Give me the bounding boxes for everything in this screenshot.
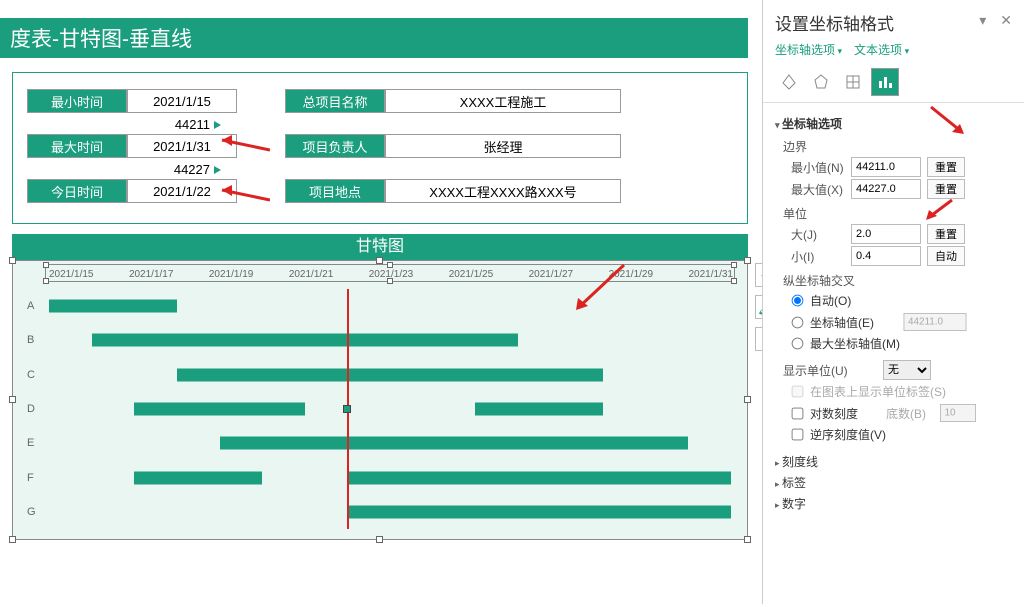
max-radio-label: 最大坐标轴值(M): [810, 335, 900, 352]
show-label-check: [792, 386, 804, 398]
cross-value-input: [904, 313, 967, 331]
log-base-label: 底数(B): [886, 405, 926, 422]
max-time-value[interactable]: 2021/1/31: [127, 134, 237, 158]
min-serial: 44211: [27, 117, 237, 132]
value-radio[interactable]: [792, 316, 804, 328]
proj-name-value[interactable]: XXXX工程施工: [385, 89, 621, 113]
reverse-check-label: 逆序刻度值(V): [810, 426, 886, 443]
major-unit-input[interactable]: [851, 224, 921, 244]
max-time-label: 最大时间: [27, 134, 127, 158]
disp-unit-label: 显示单位(U): [783, 362, 883, 379]
size-icon[interactable]: [839, 68, 867, 96]
fill-icon[interactable]: [775, 68, 803, 96]
axis-options-icon[interactable]: [871, 68, 899, 96]
max-label: 最大值(X): [791, 181, 851, 198]
log-check-label: 对数刻度: [810, 405, 858, 422]
section-labels[interactable]: 标签: [775, 474, 1012, 491]
max-radio[interactable]: [792, 338, 804, 350]
log-base-input: [940, 404, 976, 422]
chart-selection-border: [12, 260, 748, 540]
pane-dropdown-icon[interactable]: ▾: [979, 12, 986, 28]
units-label: 单位: [783, 205, 1012, 222]
annotation-triangle-icon: [214, 166, 221, 174]
auto-minor-button[interactable]: 自动: [927, 246, 965, 266]
reset-major-button[interactable]: 重置: [927, 224, 965, 244]
axis-min-input[interactable]: [851, 157, 921, 177]
leader-label: 项目负责人: [285, 134, 385, 158]
today-value[interactable]: 2021/1/22: [127, 179, 237, 203]
annotation-triangle-icon: [214, 121, 221, 129]
info-panel: 最小时间 2021/1/15 总项目名称 XXXX工程施工 44211 最大时间…: [12, 72, 748, 224]
show-label-check-label: 在图表上显示单位标签(S): [810, 383, 946, 400]
axis-max-input[interactable]: [851, 179, 921, 199]
auto-radio-label: 自动(O): [810, 292, 851, 309]
cross-label: 纵坐标轴交叉: [783, 272, 1012, 289]
section-axis-options[interactable]: 坐标轴选项: [775, 115, 1012, 132]
leader-value[interactable]: 张经理: [385, 134, 621, 158]
major-label: 大(J): [791, 226, 851, 243]
reset-max-button[interactable]: 重置: [927, 179, 965, 199]
min-time-label: 最小时间: [27, 89, 127, 113]
min-time-value[interactable]: 2021/1/15: [127, 89, 237, 113]
tab-text-options[interactable]: 文本选项: [854, 41, 909, 58]
pane-close-icon[interactable]: ✕: [1000, 12, 1012, 28]
format-axis-pane: 设置坐标轴格式 ▾✕ 坐标轴选项 文本选项 坐标轴选项 边界 最小值(N)重置 …: [762, 0, 1024, 604]
worksheet-title: 度表-甘特图-垂直线: [0, 18, 748, 58]
max-serial: 44227: [27, 162, 237, 177]
gantt-chart[interactable]: 2021/1/152021/1/172021/1/192021/1/212021…: [12, 260, 748, 540]
bounds-label: 边界: [783, 138, 1012, 155]
minor-unit-input[interactable]: [851, 246, 921, 266]
location-label: 项目地点: [285, 179, 385, 203]
minor-label: 小(I): [791, 248, 851, 265]
reverse-check[interactable]: [792, 429, 804, 441]
location-value[interactable]: XXXX工程XXXX路XXX号: [385, 179, 621, 203]
auto-radio[interactable]: [792, 295, 804, 307]
min-label: 最小值(N): [791, 159, 851, 176]
tab-axis-options[interactable]: 坐标轴选项: [775, 41, 842, 58]
pane-title: 设置坐标轴格式: [775, 10, 894, 35]
section-ticks[interactable]: 刻度线: [775, 453, 1012, 470]
proj-name-label: 总项目名称: [285, 89, 385, 113]
today-label: 今日时间: [27, 179, 127, 203]
log-check[interactable]: [792, 407, 804, 419]
reset-min-button[interactable]: 重置: [927, 157, 965, 177]
section-number[interactable]: 数字: [775, 495, 1012, 512]
value-radio-label: 坐标轴值(E): [810, 314, 874, 331]
effects-icon[interactable]: [807, 68, 835, 96]
display-unit-select[interactable]: 无: [883, 360, 931, 380]
